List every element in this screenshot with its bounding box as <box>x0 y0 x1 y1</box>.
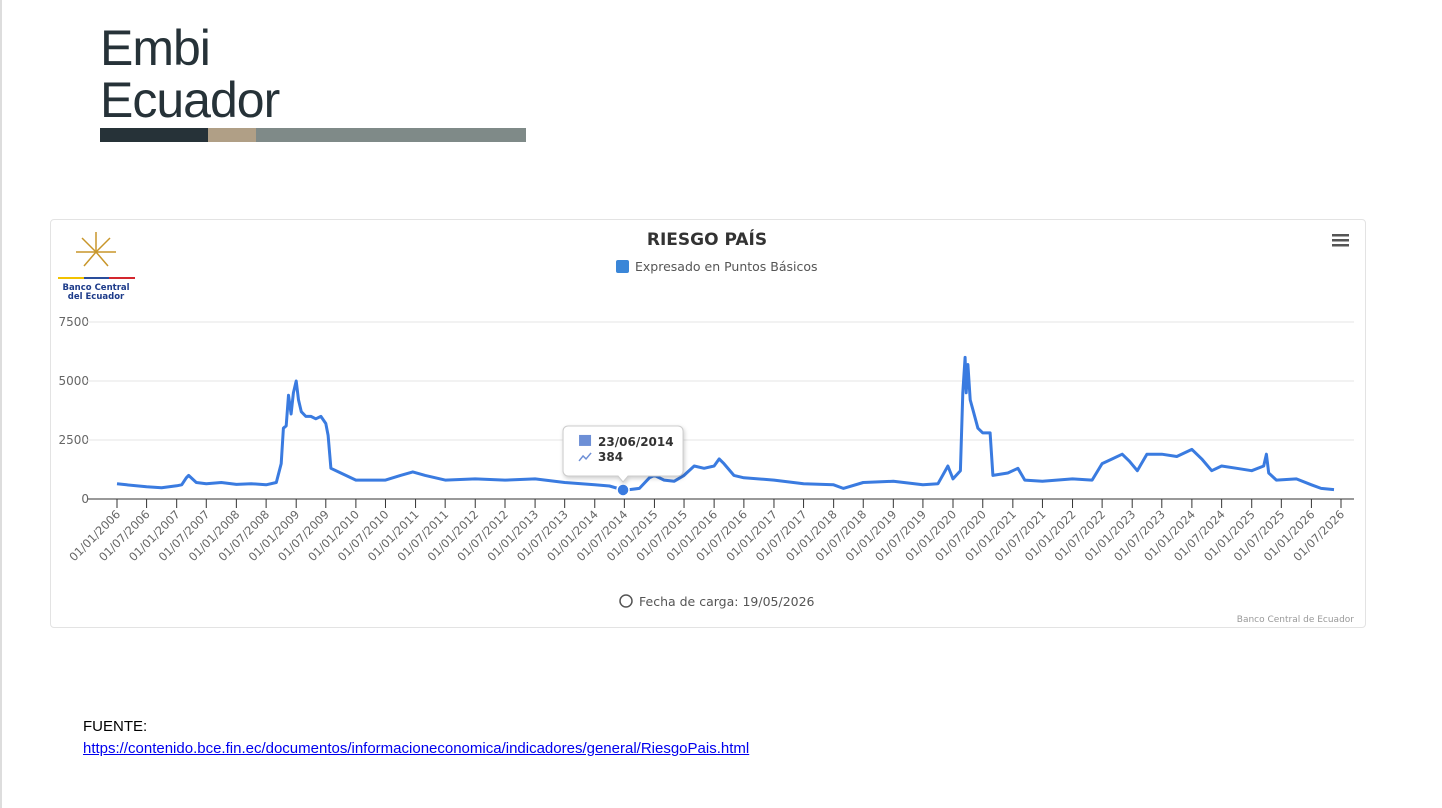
source-link[interactable]: https://contenido.bce.fin.ec/documentos/… <box>83 740 750 757</box>
tooltip-box <box>562 425 684 483</box>
chart: Banco Central del Ecuador RIESGO PAÍS Ex… <box>58 228 1355 625</box>
logo: Banco Central del Ecuador <box>58 232 135 302</box>
y-tick-label: 5000 <box>58 374 89 388</box>
y-tick-label: 2500 <box>58 433 89 447</box>
tooltip-date: 23/06/2014 <box>598 435 674 449</box>
title-line: Embi <box>100 20 211 76</box>
logo-text: del Ecuador <box>68 292 125 302</box>
accent-bar <box>100 128 208 142</box>
trend-icon <box>578 452 592 462</box>
accent-bar <box>256 128 526 142</box>
menu-button[interactable] <box>1332 234 1349 247</box>
y-tick-label: 0 <box>81 492 89 506</box>
info-icon <box>616 260 629 273</box>
clock-icon <box>619 594 633 608</box>
footnote: Fecha de carga: 19/05/2026 <box>639 594 815 609</box>
y-tick-label: 7500 <box>58 315 89 329</box>
data-line <box>116 355 1335 492</box>
credits: Banco Central de Ecuador <box>1237 615 1355 625</box>
chart-card <box>50 219 1366 628</box>
footer: FUENTE: https://contenido.bce.fin.ec/doc… <box>83 716 789 760</box>
tooltip-value: 384 <box>598 450 623 464</box>
calendar-icon <box>579 434 592 446</box>
accent-bar <box>208 128 256 142</box>
chart-title: RIESGO PAÍS <box>647 228 767 250</box>
title-line: Ecuador <box>100 72 280 128</box>
footer-label: FUENTE: <box>83 718 148 735</box>
chart-subtitle: Expresado en Puntos Básicos <box>635 259 818 274</box>
page-title: Embi Ecuador <box>100 20 280 128</box>
logo-text: Banco Central <box>62 283 129 293</box>
hover-point <box>616 483 630 497</box>
